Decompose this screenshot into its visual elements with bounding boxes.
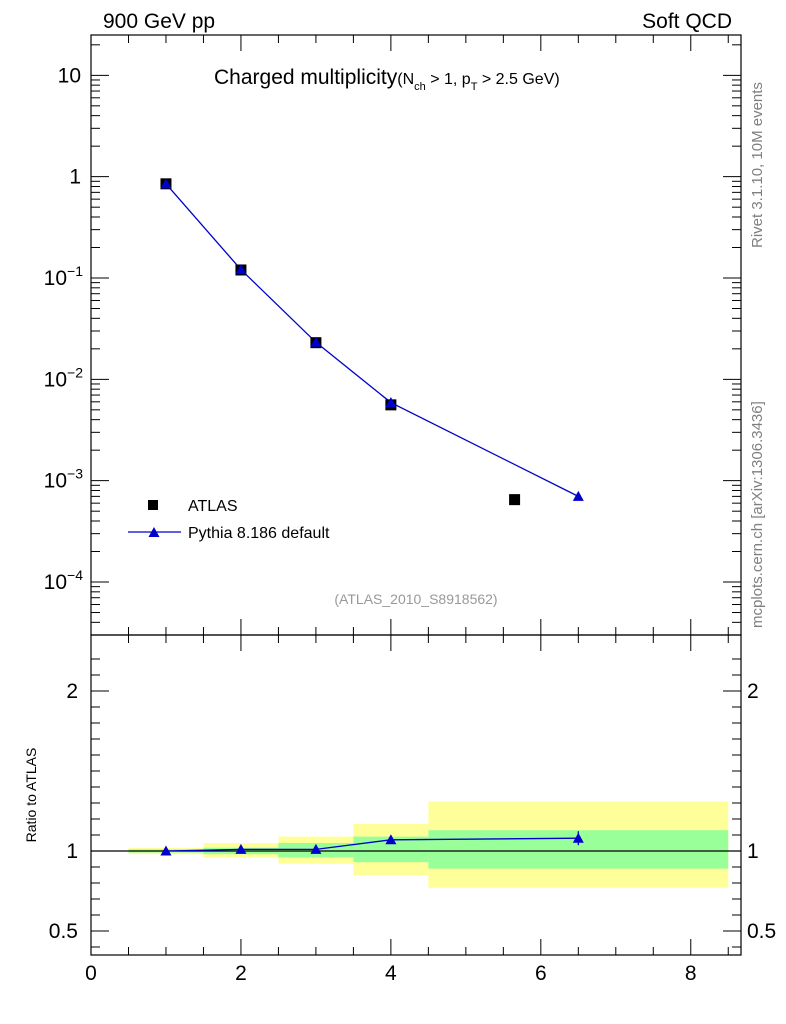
legend: ATLAS Pythia 8.186 default [128,498,330,542]
chart-title: Charged multiplicity(Nch > 1, pT > 2.5 G… [214,66,560,93]
ratio-series [91,831,741,856]
legend-atlas-label: ATLAS [188,498,238,515]
atlas-point-4 [509,494,521,506]
ratio-y-tick-label-right: 1 [747,840,759,863]
ratio-panel-frame [90,634,742,956]
x-tick-label: 6 [535,962,547,985]
ratio-point-3 [385,834,397,845]
side-label-rivet: Rivet 3.1.10, 10M events [749,82,766,248]
pythia-point-2 [310,336,322,347]
pythia-line [165,183,579,497]
ratio-y-tick-label-left: 2 [66,680,78,703]
pythia-point-1 [235,264,247,275]
pythia-point-0 [160,178,172,189]
header-right: Soft QCD [642,10,732,33]
ratio-point-4 [572,832,584,843]
top-panel-series [160,178,584,506]
ratio-point-2 [310,843,322,854]
side-label-mcplots: mcplots.cern.ch [arXiv:1306.3436] [749,401,766,628]
header-left: 900 GeV pp [103,10,215,33]
ratio-y-tick-label-left: 0.5 [49,920,78,943]
x-tick-label: 4 [385,962,397,985]
y-tick-label: 10 [58,64,81,87]
legend-pythia-marker [148,527,160,537]
top-panel-frame [90,34,742,636]
y-tick-label: 10−2 [44,364,84,391]
x-tick-label: 2 [235,962,247,985]
axes [90,34,742,956]
legend-atlas-marker [148,500,158,510]
ratio-y-tick-label-right: 2 [747,680,759,703]
legend-pythia-label: Pythia 8.186 default [188,525,330,542]
tick-labels: 0 2 4 6 8 10 1 10−1 10−2 10−3 10−4 2 2 1 1 0.5 0.5 [44,64,777,985]
y-tick-label: 10−4 [44,567,84,594]
ratio-point-0 [160,845,172,856]
ratio-axis-label: Ratio to ATLAS [23,748,39,843]
ratio-y-tick-label-left: 1 [66,840,78,863]
ratio-y-tick-label-right: 0.5 [747,920,776,943]
x-tick-label: 0 [85,962,97,985]
y-tick-label: 10−1 [44,263,84,290]
ratio-uncertainty-bands [128,801,729,888]
x-tick-label: 8 [685,962,697,985]
y-tick-label: 10−3 [44,466,84,493]
analysis-label: (ATLAS_2010_S8918562) [334,591,497,607]
y-tick-label: 1 [69,166,81,189]
pythia-point-4 [572,490,584,501]
pythia-point-3 [385,397,397,408]
ratio-point-1 [235,843,247,854]
